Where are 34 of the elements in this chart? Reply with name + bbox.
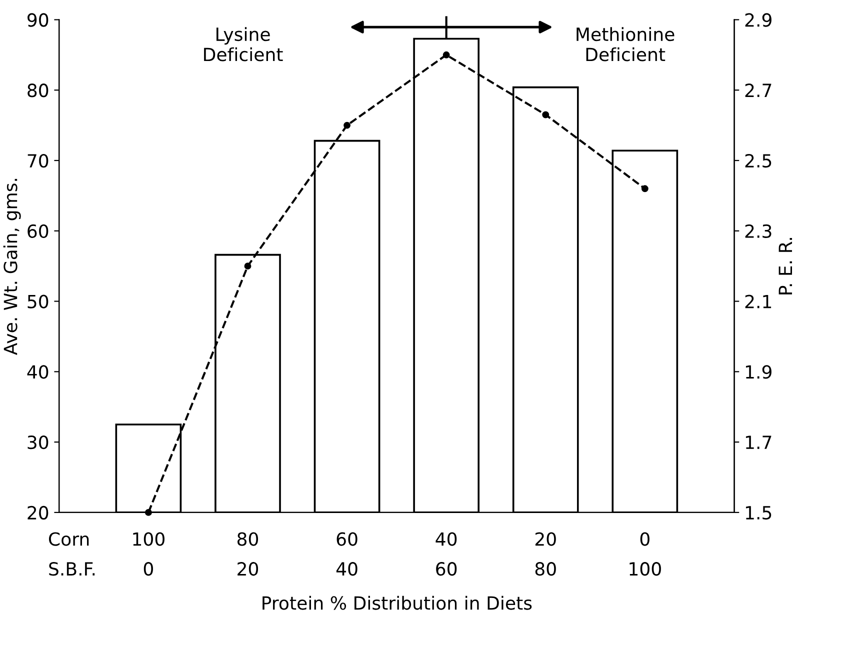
x-tick-label: 80 20 <box>237 532 258 576</box>
x-tick-label: 100 0 <box>133 532 164 576</box>
point <box>442 51 450 58</box>
y2-tick-label: 2.1 <box>745 294 772 308</box>
y-tick-label: 80 <box>28 84 48 98</box>
y-tick-label: 60 <box>28 224 48 238</box>
y2-tick-label: 2.3 <box>745 224 772 238</box>
y2-tick-label: 1.7 <box>746 436 772 449</box>
point <box>344 122 351 129</box>
point <box>641 185 648 192</box>
y2-tick-label: 2.7 <box>745 84 772 97</box>
annotation: Methionine Deficient <box>576 27 674 62</box>
y2-tick-label: 1.9 <box>746 365 772 379</box>
y-tick-label: 30 <box>28 436 48 450</box>
x-tick-label: 0 100 <box>630 532 661 576</box>
annotation: Lysine Deficient <box>204 27 283 62</box>
y2-tick-label: 2.9 <box>745 13 772 27</box>
y-axis-title: Ave. Wt. Gain, gms. <box>3 178 21 356</box>
x-tick-label: 20 80 <box>535 532 556 576</box>
point <box>144 508 152 516</box>
y-tick-label: 40 <box>27 365 48 379</box>
y2-axis-title: P. E. R. <box>778 238 792 294</box>
x-tick-label: 40 60 <box>436 532 457 576</box>
point <box>542 111 550 118</box>
x-axis-title: Protein % Distribution in Diets <box>262 596 532 610</box>
y2-tick-label: 1.5 <box>746 506 772 520</box>
y-tick-label: 50 <box>28 294 48 308</box>
y-tick-label: 70 <box>28 154 48 168</box>
x-tick-label: 60 40 <box>336 532 358 576</box>
text: Corn S.B.F. <box>48 532 95 576</box>
y2-tick-label: 2.5 <box>745 154 772 168</box>
y-tick-label: 20 <box>28 506 48 520</box>
point <box>244 262 252 270</box>
y-tick-label: 90 <box>28 13 48 27</box>
